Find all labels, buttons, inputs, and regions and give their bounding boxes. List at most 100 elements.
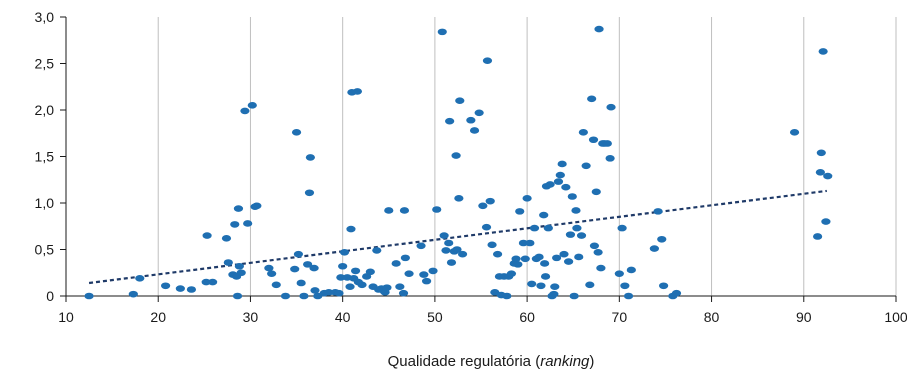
data-point bbox=[518, 239, 529, 247]
x-tick-label: 80 bbox=[704, 309, 720, 325]
tick-labels: 0 0,5 1,0 1,5 2,0 2,5 3,0 10 20 30 40 50 60 70 80 90 100 bbox=[35, 9, 907, 325]
data-point bbox=[432, 206, 442, 213]
data-point bbox=[589, 242, 600, 250]
data-point bbox=[539, 211, 549, 219]
data-point bbox=[581, 162, 591, 170]
data-point bbox=[352, 88, 363, 95]
axes bbox=[60, 16, 897, 302]
data-point bbox=[549, 290, 559, 298]
data-point bbox=[466, 116, 476, 124]
data-point bbox=[653, 208, 663, 215]
data-point bbox=[339, 248, 350, 256]
data-point bbox=[305, 154, 315, 161]
data-point bbox=[578, 129, 588, 136]
data-point bbox=[605, 155, 615, 162]
data-point bbox=[309, 264, 319, 272]
trendline-path bbox=[88, 189, 827, 285]
data-point bbox=[240, 107, 250, 115]
data-point bbox=[175, 285, 185, 292]
data-point bbox=[588, 136, 599, 144]
data-point bbox=[391, 260, 401, 267]
data-point bbox=[444, 239, 454, 247]
data-point bbox=[620, 282, 630, 290]
data-point bbox=[439, 232, 449, 239]
data-point bbox=[291, 129, 302, 136]
data-point bbox=[303, 261, 313, 268]
data-point bbox=[346, 225, 356, 233]
data-point bbox=[487, 241, 497, 249]
data-point bbox=[559, 250, 569, 258]
data-point bbox=[574, 253, 584, 261]
data-point bbox=[555, 171, 565, 179]
data-point bbox=[569, 292, 579, 300]
data-point bbox=[571, 207, 581, 214]
data-point bbox=[221, 235, 232, 242]
data-point bbox=[593, 248, 603, 256]
data-point bbox=[821, 218, 831, 225]
y-tick-label: 0 bbox=[46, 288, 54, 304]
data-point bbox=[454, 195, 464, 202]
data-point bbox=[553, 178, 564, 185]
data-point bbox=[404, 270, 414, 277]
data-point bbox=[617, 224, 627, 232]
x-axis-title-emphasis: ranking bbox=[540, 353, 590, 370]
data-point bbox=[452, 246, 462, 253]
data-point bbox=[296, 279, 306, 287]
y-tick-label: 3,0 bbox=[35, 9, 55, 25]
data-point bbox=[520, 255, 530, 263]
data-point bbox=[451, 152, 461, 159]
data-point bbox=[299, 292, 309, 300]
data-point bbox=[594, 25, 604, 33]
data-point bbox=[659, 282, 669, 290]
data-point bbox=[234, 262, 244, 270]
data-point bbox=[614, 270, 624, 277]
data-point bbox=[446, 259, 457, 266]
data-point bbox=[534, 253, 544, 261]
data-point bbox=[271, 281, 281, 289]
data-point bbox=[441, 247, 451, 254]
data-point bbox=[596, 264, 606, 272]
data-point bbox=[338, 262, 348, 270]
data-point bbox=[336, 274, 346, 281]
x-axis-title-main: Qualidade regulatória bbox=[388, 353, 532, 370]
data-point bbox=[816, 149, 826, 157]
x-tick-label: 50 bbox=[427, 309, 443, 325]
data-point bbox=[572, 224, 582, 232]
data-point bbox=[511, 255, 521, 263]
data-point bbox=[400, 254, 410, 262]
data-point bbox=[186, 286, 197, 293]
data-point bbox=[557, 160, 567, 168]
data-point bbox=[230, 221, 240, 228]
data-point bbox=[587, 95, 597, 103]
data-point bbox=[567, 193, 577, 200]
data-point bbox=[135, 275, 145, 282]
data-point bbox=[564, 258, 574, 265]
data-point bbox=[606, 103, 616, 111]
data-point bbox=[290, 265, 300, 273]
data-point bbox=[623, 292, 634, 300]
data-point bbox=[243, 220, 253, 227]
trendline bbox=[88, 189, 827, 285]
data-point bbox=[437, 28, 447, 36]
data-point bbox=[813, 233, 823, 240]
data-point bbox=[543, 224, 553, 232]
data-point bbox=[84, 292, 94, 300]
data-point bbox=[789, 129, 800, 136]
data-point bbox=[585, 281, 595, 289]
data-point bbox=[428, 267, 438, 275]
data-point bbox=[478, 202, 488, 210]
data-point bbox=[506, 270, 517, 277]
data-point bbox=[550, 283, 560, 291]
data-point bbox=[365, 268, 375, 276]
data-point bbox=[357, 281, 367, 289]
data-point bbox=[201, 278, 211, 286]
data-point bbox=[552, 254, 562, 262]
data-point bbox=[536, 282, 546, 290]
data-point bbox=[304, 189, 315, 197]
data-point bbox=[815, 169, 825, 176]
data-point bbox=[502, 292, 512, 300]
data-point bbox=[223, 259, 233, 266]
y-tick-label: 2,5 bbox=[35, 56, 55, 72]
y-tick-label: 0,5 bbox=[35, 242, 55, 258]
